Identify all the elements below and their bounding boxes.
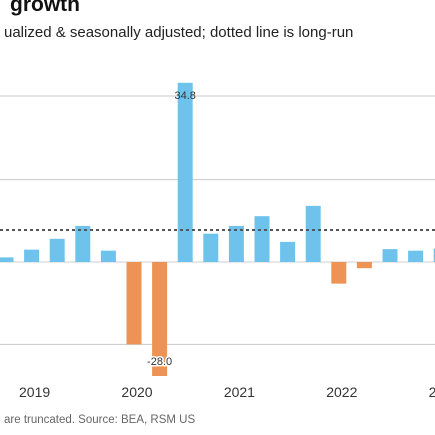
bar-2018Q4	[0, 257, 14, 262]
x-tick-label-2020: 2020	[121, 384, 152, 400]
bar-2019Q1	[24, 249, 40, 262]
page-title: growth	[10, 0, 80, 16]
bar-2020Q4	[203, 233, 219, 262]
bar-2019Q3	[75, 225, 91, 262]
bar-2021Q1	[228, 225, 244, 262]
footnote: are truncated. Source: BEA, RSM US	[4, 414, 196, 426]
bar-2020Q2	[152, 262, 168, 376]
bar-2022Q3	[382, 249, 398, 262]
bar-2021Q3	[280, 241, 296, 262]
bar-2021Q4	[305, 205, 321, 262]
bar-2022Q1	[331, 262, 347, 284]
value-label-2020Q2: -28.0	[147, 356, 172, 368]
bar-2021Q2	[254, 216, 270, 262]
page-subtitle: ualized & seasonally adjusted; dotted li…	[4, 24, 354, 41]
bar-2019Q2	[49, 238, 65, 262]
bar-2022Q2	[356, 262, 372, 269]
bar-2019Q4	[100, 250, 116, 262]
bar-2020Q1	[126, 262, 142, 345]
x-tick-label-2022: 2022	[326, 384, 357, 400]
bar-2020Q3	[177, 82, 193, 262]
x-tick-label-2023: 2023	[429, 384, 435, 400]
bar-2022Q4	[408, 250, 424, 262]
value-label-2020Q3: 34.8	[174, 90, 195, 102]
x-tick-label-2019: 2019	[19, 384, 50, 400]
x-tick-label-2021: 2021	[224, 384, 255, 400]
bar-2023Q1	[433, 248, 435, 262]
